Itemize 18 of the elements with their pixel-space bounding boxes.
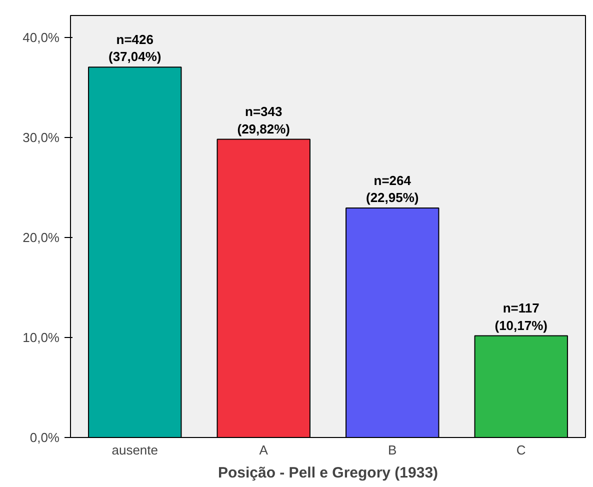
x-tick-label: ausente	[112, 442, 158, 458]
y-tick-label: 40,0%	[22, 30, 60, 45]
bar	[88, 66, 182, 438]
bar	[216, 138, 310, 438]
y-tick-label: 20,0%	[22, 230, 60, 245]
bar	[346, 208, 440, 438]
y-tick-label: 30,0%	[22, 130, 60, 145]
data-label: n=117 (10,17%)	[494, 300, 548, 333]
data-label: n=264 (22,95%)	[366, 172, 419, 205]
y-tick-label: 10,0%	[22, 330, 60, 345]
x-tick-label: C	[516, 442, 526, 458]
bar	[474, 335, 568, 438]
x-tick-label: B	[388, 442, 397, 458]
x-tick-label: A	[259, 442, 268, 458]
data-label: n=426 (37,04%)	[108, 32, 162, 64]
y-tick-label: 0,0%	[30, 430, 60, 445]
data-label: n=343 (29,82%)	[237, 104, 290, 136]
x-axis-title: Posição - Pell e Gregory (1933)	[218, 464, 438, 482]
